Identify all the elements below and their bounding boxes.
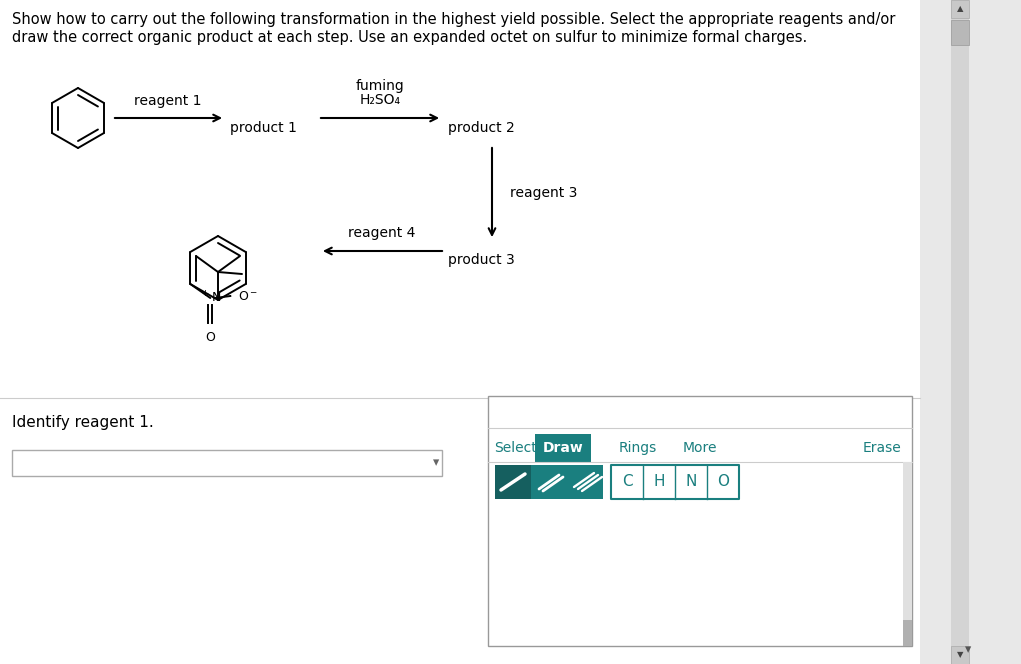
Text: O$\mathregular{^-}$: O$\mathregular{^-}$ <box>238 290 258 303</box>
Text: ▾: ▾ <box>965 643 971 657</box>
Text: reagent 3: reagent 3 <box>510 186 577 200</box>
Text: ▲: ▲ <box>957 5 963 13</box>
Bar <box>920 0 1021 664</box>
Bar <box>951 20 969 45</box>
Text: Show how to carry out the following transformation in the highest yield possible: Show how to carry out the following tran… <box>12 12 895 27</box>
Text: Select: Select <box>493 441 536 455</box>
Bar <box>951 0 969 664</box>
Text: Erase: Erase <box>863 441 902 455</box>
Text: product 1: product 1 <box>230 121 297 135</box>
Text: ▾: ▾ <box>433 457 439 469</box>
Text: $\mathregular{^+}$N: $\mathregular{^+}$N <box>200 290 221 305</box>
Text: product 3: product 3 <box>448 253 515 267</box>
Bar <box>951 0 969 18</box>
Text: draw the correct organic product at each step. Use an expanded octet on sulfur t: draw the correct organic product at each… <box>12 30 808 45</box>
Text: Identify reagent 1.: Identify reagent 1. <box>12 415 154 430</box>
Bar <box>903 620 912 646</box>
Text: Draw product 1.: Draw product 1. <box>498 404 632 422</box>
Text: H: H <box>653 475 665 489</box>
Text: O: O <box>717 475 729 489</box>
Text: O: O <box>205 331 215 344</box>
Text: product 2: product 2 <box>448 121 515 135</box>
Text: H₂SO₄: H₂SO₄ <box>359 93 400 107</box>
Text: reagent 4: reagent 4 <box>348 226 416 240</box>
Bar <box>535 434 591 462</box>
Bar <box>903 462 912 646</box>
Text: C: C <box>622 475 632 489</box>
Bar <box>951 646 969 664</box>
Text: N: N <box>685 475 696 489</box>
Text: Rings: Rings <box>619 441 658 455</box>
Bar <box>12 450 442 476</box>
Text: fuming: fuming <box>355 79 404 93</box>
Bar <box>488 396 912 646</box>
Bar <box>495 465 603 499</box>
Bar <box>495 465 531 499</box>
Text: reagent 1: reagent 1 <box>134 94 202 108</box>
Text: More: More <box>683 441 717 455</box>
Text: ▼: ▼ <box>957 651 963 659</box>
Bar <box>611 465 739 499</box>
Text: Draw: Draw <box>542 441 583 455</box>
